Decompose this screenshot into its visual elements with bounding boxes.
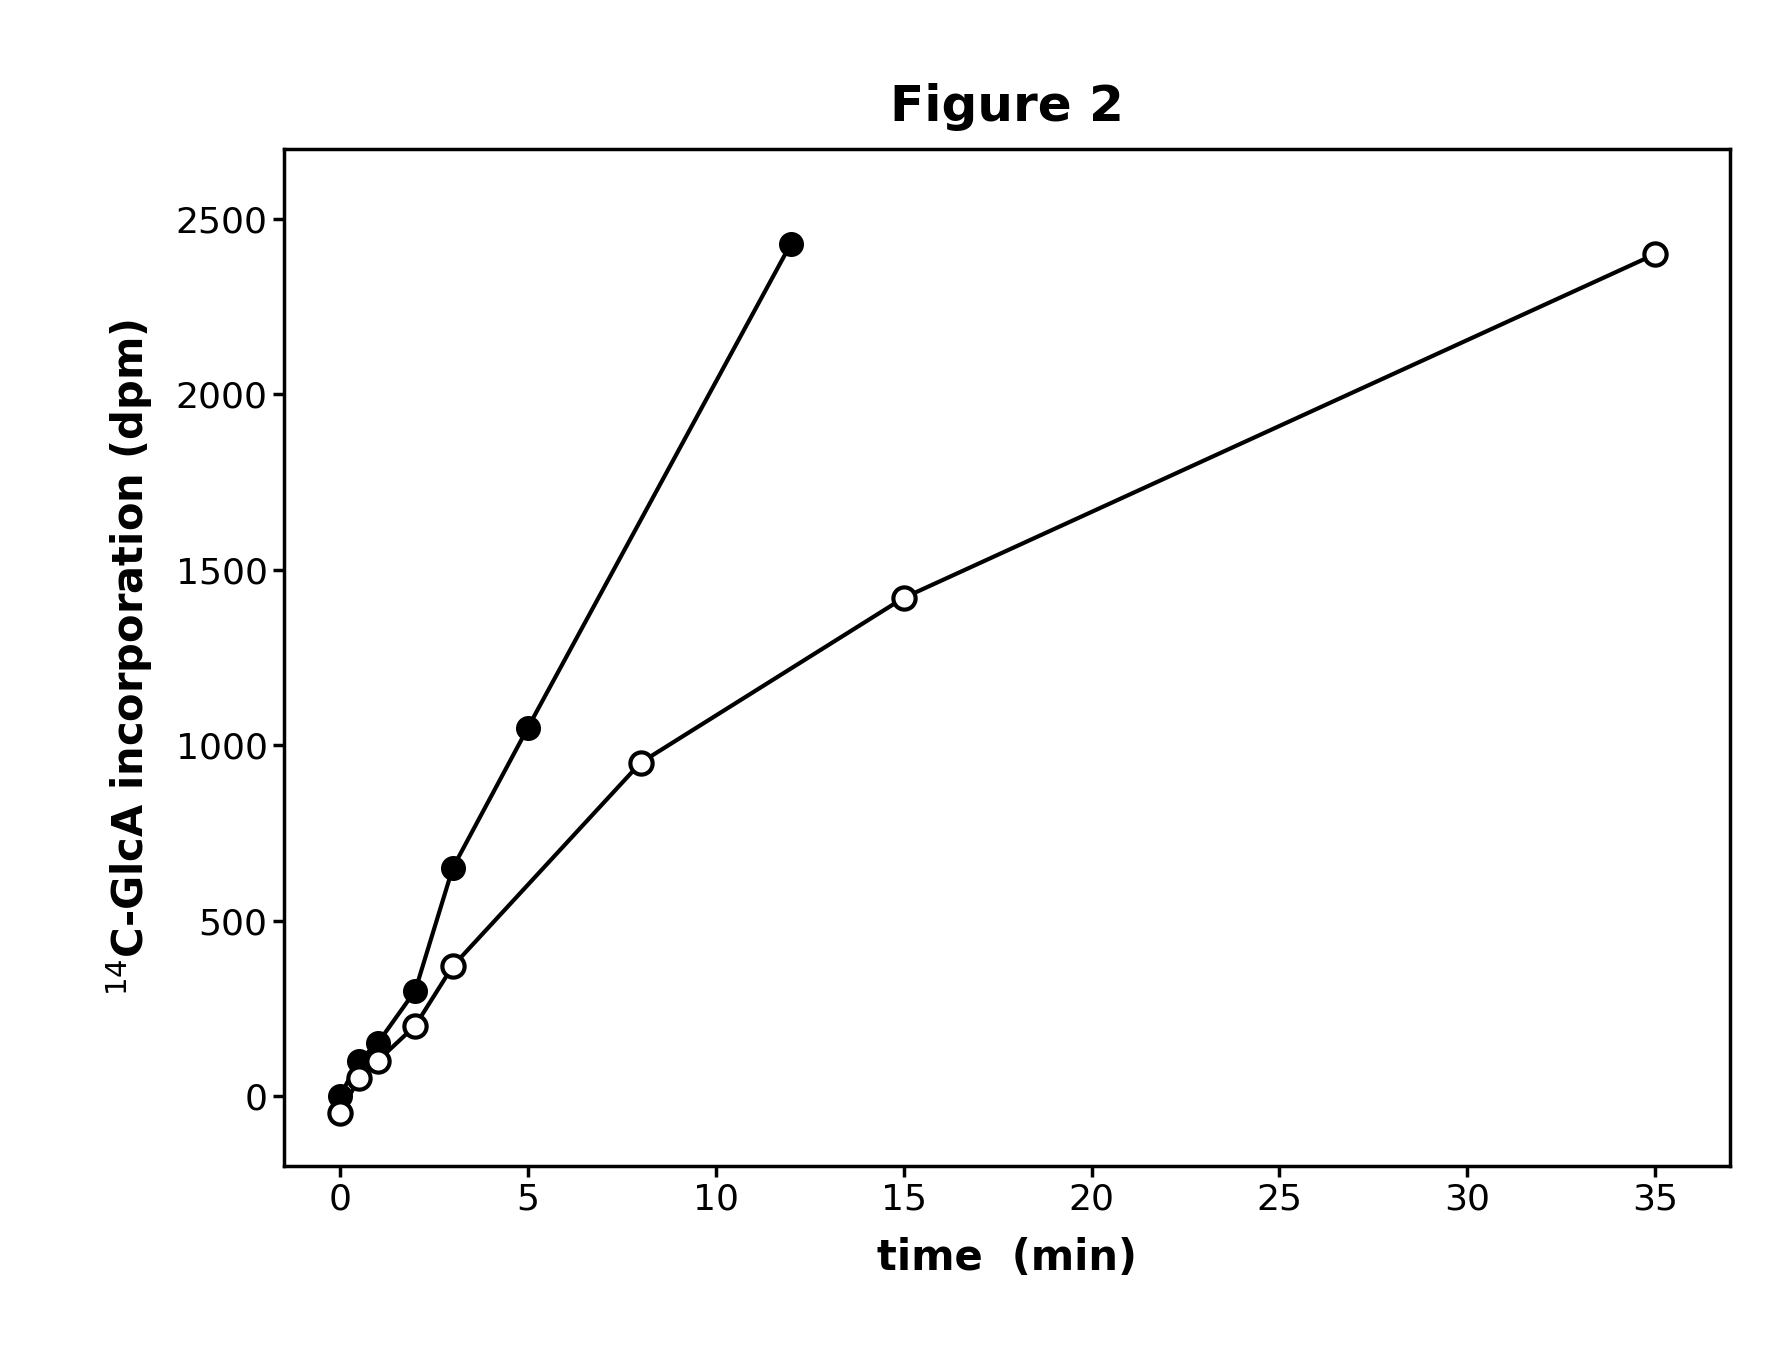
Y-axis label: $^{14}$C-GlcA incorporation (dpm): $^{14}$C-GlcA incorporation (dpm) [103, 319, 155, 996]
X-axis label: time  (min): time (min) [876, 1237, 1136, 1279]
Title: Figure 2: Figure 2 [890, 83, 1123, 131]
